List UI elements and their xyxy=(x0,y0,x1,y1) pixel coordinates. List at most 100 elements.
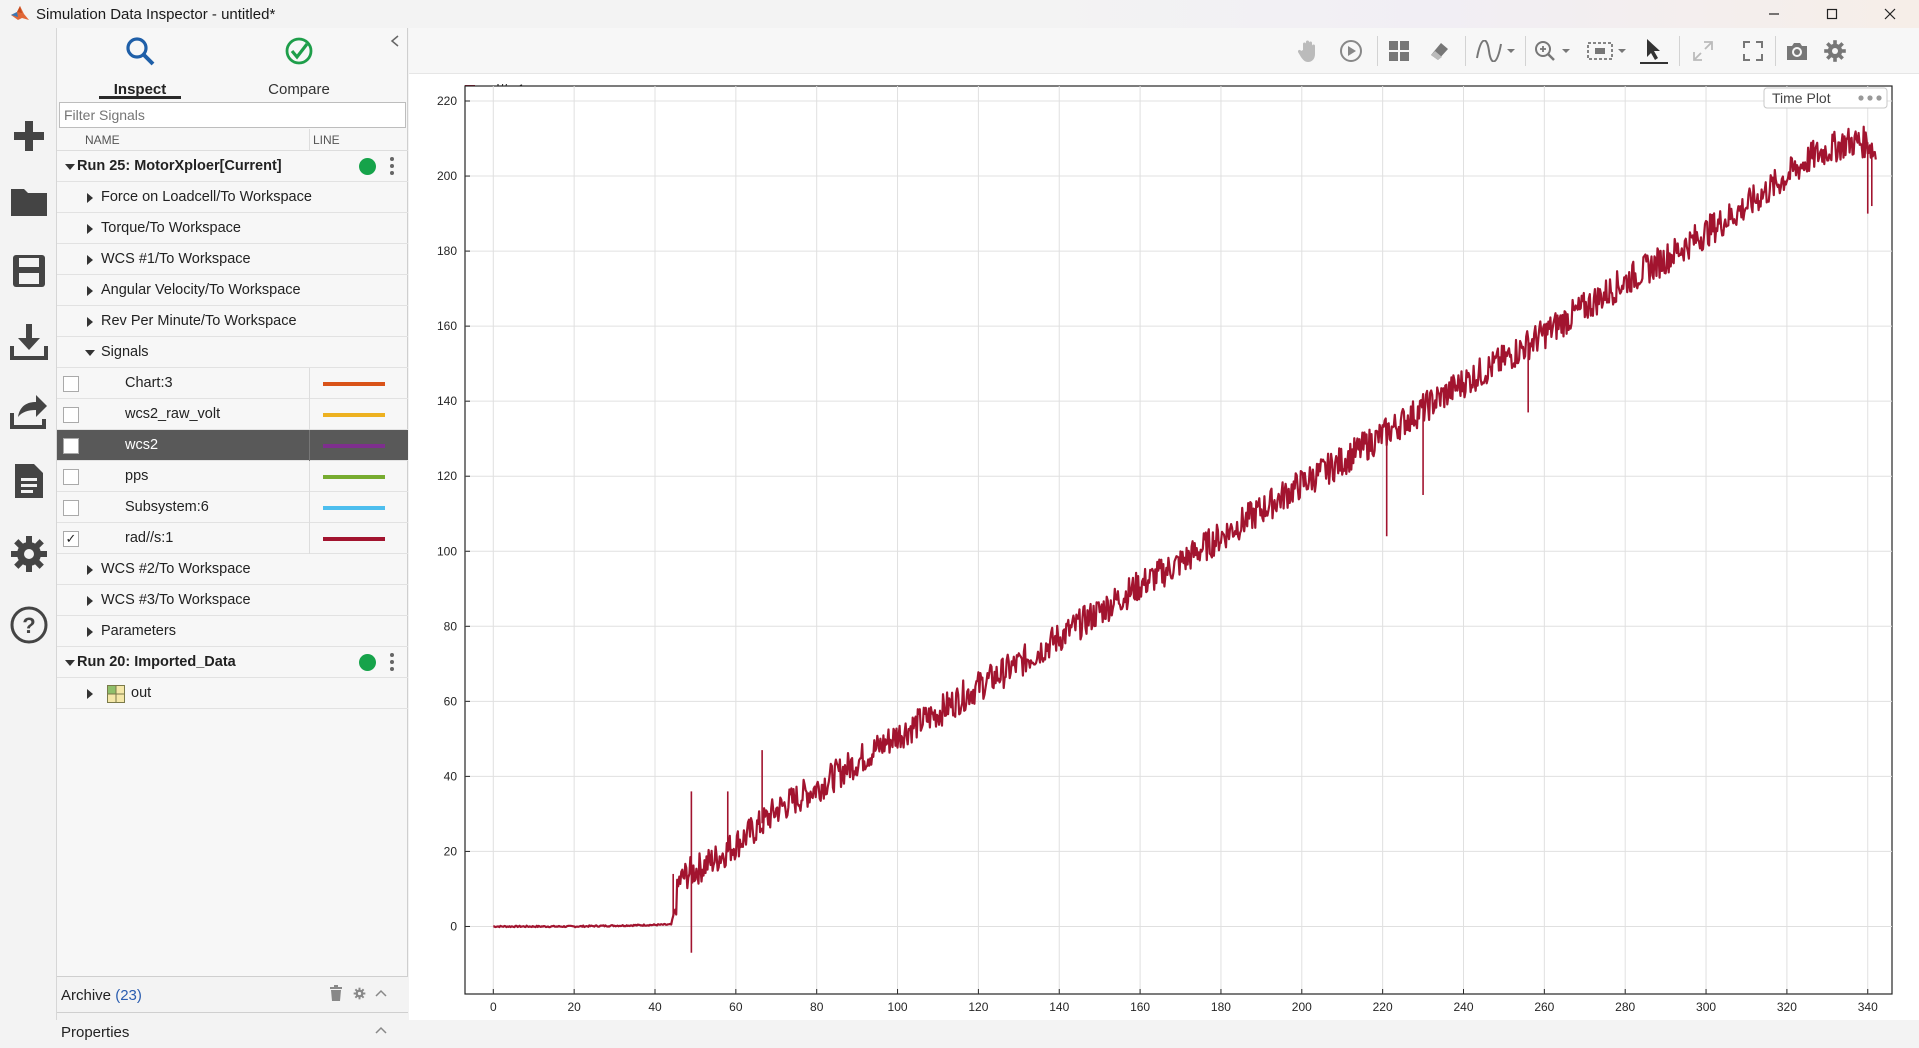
maximize-button[interactable] xyxy=(1803,0,1861,28)
snapshot-button[interactable] xyxy=(1783,37,1811,65)
zoom-dropdown[interactable] xyxy=(1533,37,1573,65)
signal-checkbox[interactable] xyxy=(63,438,79,454)
eraser-icon xyxy=(1431,43,1448,60)
filter-signals-input[interactable] xyxy=(60,103,405,127)
time-plot-badge[interactable]: Time Plot xyxy=(1763,87,1888,109)
signal-checkbox[interactable] xyxy=(63,376,79,392)
tree-item-rev-per-minute[interactable]: Rev Per Minute/To Workspace xyxy=(57,306,408,337)
expand-toggle[interactable] xyxy=(87,224,93,234)
archive-section[interactable]: Archive (23) xyxy=(57,976,408,1012)
save-button[interactable] xyxy=(8,250,50,292)
fit-to-view-dropdown[interactable] xyxy=(1585,37,1629,65)
series-line xyxy=(493,125,1877,929)
expand-subplot-button[interactable] xyxy=(1689,37,1717,65)
x-tick-label: 320 xyxy=(1777,1000,1797,1014)
signal-checkbox[interactable] xyxy=(63,407,79,423)
x-tick-label: 240 xyxy=(1453,1000,1473,1014)
archive-settings-gear-icon[interactable] xyxy=(353,987,366,1000)
minimize-button[interactable] xyxy=(1745,0,1803,28)
signal-row-chart3[interactable]: Chart:3 xyxy=(57,368,408,399)
expand-toggle[interactable] xyxy=(87,627,93,637)
signal-row-subsystem6[interactable]: Subsystem:6 xyxy=(57,492,408,523)
layout-button[interactable] xyxy=(1385,37,1413,65)
tree-item-parameters[interactable]: Parameters xyxy=(57,616,408,647)
y-tick-label: 200 xyxy=(437,169,457,183)
expand-toggle[interactable] xyxy=(87,317,93,327)
expand-run-25-toggle[interactable] xyxy=(65,164,75,170)
signal-checkbox[interactable] xyxy=(63,500,79,516)
line-color-swatch[interactable] xyxy=(323,475,385,479)
pan-button[interactable] xyxy=(1295,37,1323,65)
help-icon: ? xyxy=(10,606,48,644)
collapse-panel-button[interactable] xyxy=(390,34,400,50)
more-options-dot xyxy=(1867,95,1873,101)
signal-row-pps[interactable]: pps xyxy=(57,461,408,492)
signal-type-dropdown[interactable] xyxy=(1473,37,1517,65)
archive-label: Archive (23) xyxy=(61,987,142,1004)
signal-checkbox-checked[interactable]: ✓ xyxy=(63,531,79,547)
run-20-row[interactable]: Run 20: Imported_Data xyxy=(57,647,408,678)
line-color-swatch[interactable] xyxy=(323,444,385,448)
x-tick-label: 260 xyxy=(1534,1000,1554,1014)
expand-toggle[interactable] xyxy=(87,596,93,606)
clear-plot-button[interactable] xyxy=(1425,37,1453,65)
run-25-label: Run 25: MotorXploer[Current] xyxy=(77,158,282,174)
title-bar: Simulation Data Inspector - untitled* xyxy=(0,0,1919,28)
plot-area: rad//s:1 0204060801001201401601802002202… xyxy=(409,28,1919,1020)
signal-row-wcs2-raw-volt[interactable]: wcs2_raw_volt xyxy=(57,399,408,430)
panel-tabs: Inspect Compare xyxy=(57,28,408,102)
tab-compare[interactable]: Compare xyxy=(244,32,354,98)
chevron-up-icon[interactable] xyxy=(375,1026,387,1034)
replay-button[interactable] xyxy=(1337,37,1365,65)
preferences-button[interactable] xyxy=(8,533,50,575)
run-25-row[interactable]: Run 25: MotorXploer[Current] xyxy=(57,151,408,182)
export-button[interactable] xyxy=(8,390,50,432)
line-color-swatch[interactable] xyxy=(323,506,385,510)
line-color-swatch[interactable] xyxy=(323,413,385,417)
run-20-menu-button[interactable] xyxy=(390,653,394,673)
signal-row-wcs2[interactable]: wcs2 xyxy=(57,430,408,461)
line-color-swatch[interactable] xyxy=(323,382,385,386)
tree-item-torque[interactable]: Torque/To Workspace xyxy=(57,213,408,244)
fullscreen-button[interactable] xyxy=(1739,37,1767,65)
import-button[interactable] xyxy=(8,320,50,362)
data-cursor-button[interactable] xyxy=(1637,37,1671,65)
expand-toggle[interactable] xyxy=(87,689,93,699)
tree-item-out[interactable]: out xyxy=(57,678,408,709)
tree-item-wcs2[interactable]: WCS #2/To Workspace xyxy=(57,554,408,585)
save-icon xyxy=(13,255,45,287)
expand-toggle[interactable] xyxy=(87,286,93,296)
trash-icon[interactable] xyxy=(329,985,343,1001)
tree-item-signals-group[interactable]: Signals xyxy=(57,337,408,368)
tree-item-angular-velocity[interactable]: Angular Velocity/To Workspace xyxy=(57,275,408,306)
tab-inspect[interactable]: Inspect xyxy=(85,32,195,99)
minimize-icon xyxy=(1769,13,1779,15)
filter-signals-field[interactable] xyxy=(59,102,406,128)
collapse-toggle[interactable] xyxy=(85,350,95,356)
tree-item-wcs1[interactable]: WCS #1/To Workspace xyxy=(57,244,408,275)
expand-toggle[interactable] xyxy=(87,193,93,203)
signal-tree: Run 25: MotorXploer[Current] Force on Lo… xyxy=(57,151,408,709)
tree-item-force-loadcell[interactable]: Force on Loadcell/To Workspace xyxy=(57,182,408,213)
close-window-button[interactable] xyxy=(1861,0,1919,28)
run-25-menu-button[interactable] xyxy=(390,157,394,177)
tree-item-wcs3[interactable]: WCS #3/To Workspace xyxy=(57,585,408,616)
help-button[interactable]: ? xyxy=(8,604,50,646)
time-plot-chart[interactable]: 0 20 40 60 80 100 120 140 160 180 200 220 240 260 280 3… xyxy=(409,28,1919,1020)
new-session-button[interactable] xyxy=(8,115,50,157)
line-color-swatch[interactable] xyxy=(323,537,385,541)
expand-toggle[interactable] xyxy=(87,255,93,265)
visualization-settings-button[interactable] xyxy=(1821,37,1849,65)
signal-checkbox[interactable] xyxy=(63,469,79,485)
expand-run-20-toggle[interactable] xyxy=(65,660,75,666)
y-tick-label: 0 xyxy=(450,919,457,933)
open-button[interactable] xyxy=(8,180,50,222)
tree-item-label: Torque/To Workspace xyxy=(101,220,241,236)
report-button[interactable] xyxy=(8,460,50,502)
cursor-arrow-icon xyxy=(1640,39,1668,64)
properties-section[interactable]: Properties xyxy=(57,1012,408,1048)
expand-toggle[interactable] xyxy=(87,565,93,575)
archive-count: (23) xyxy=(115,987,142,1004)
chevron-up-icon[interactable] xyxy=(375,989,387,997)
signal-row-rad-s1[interactable]: ✓ rad//s:1 xyxy=(57,523,408,554)
